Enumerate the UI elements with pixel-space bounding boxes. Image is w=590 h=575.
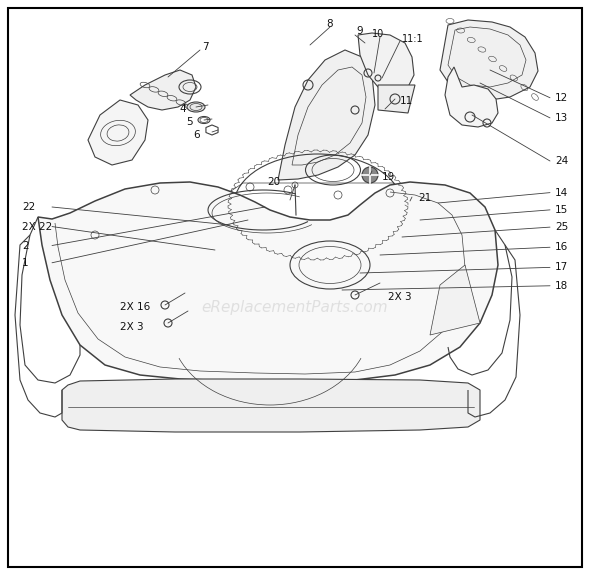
Polygon shape (38, 182, 498, 382)
Ellipse shape (187, 102, 205, 112)
Text: 5: 5 (186, 117, 193, 127)
Text: 24: 24 (555, 156, 568, 166)
Text: 11: 11 (400, 96, 413, 106)
Text: 22: 22 (22, 202, 35, 212)
Text: 25: 25 (555, 222, 568, 232)
Text: 13: 13 (555, 113, 568, 123)
Text: 11:1: 11:1 (402, 34, 424, 44)
Text: 2X 3: 2X 3 (120, 322, 143, 332)
Text: 4: 4 (179, 104, 186, 114)
Polygon shape (88, 100, 148, 165)
Text: 2: 2 (22, 240, 29, 251)
Polygon shape (445, 67, 498, 127)
Text: 9: 9 (357, 26, 363, 36)
Text: 14: 14 (555, 187, 568, 198)
Polygon shape (430, 265, 480, 335)
Text: 15: 15 (555, 205, 568, 215)
Text: 10: 10 (372, 29, 384, 39)
Text: 18: 18 (555, 281, 568, 291)
Text: 12: 12 (555, 93, 568, 103)
Text: 6: 6 (194, 130, 200, 140)
Text: 16: 16 (555, 242, 568, 252)
Circle shape (362, 167, 378, 183)
Text: 2X 22: 2X 22 (22, 221, 53, 232)
Text: 7: 7 (202, 42, 208, 52)
Polygon shape (378, 85, 415, 113)
Text: 17: 17 (555, 262, 568, 273)
Text: 8: 8 (327, 19, 333, 29)
Text: 2X 3: 2X 3 (388, 292, 412, 302)
Text: 19: 19 (382, 172, 395, 182)
Polygon shape (278, 50, 375, 180)
Text: 20: 20 (267, 177, 280, 187)
Polygon shape (440, 20, 538, 100)
Text: 2X 16: 2X 16 (120, 302, 150, 312)
Text: 21: 21 (418, 193, 431, 203)
Polygon shape (130, 70, 196, 110)
Text: 1: 1 (22, 258, 29, 268)
Polygon shape (358, 33, 414, 93)
Text: eReplacementParts.com: eReplacementParts.com (202, 300, 388, 315)
Polygon shape (62, 379, 480, 432)
